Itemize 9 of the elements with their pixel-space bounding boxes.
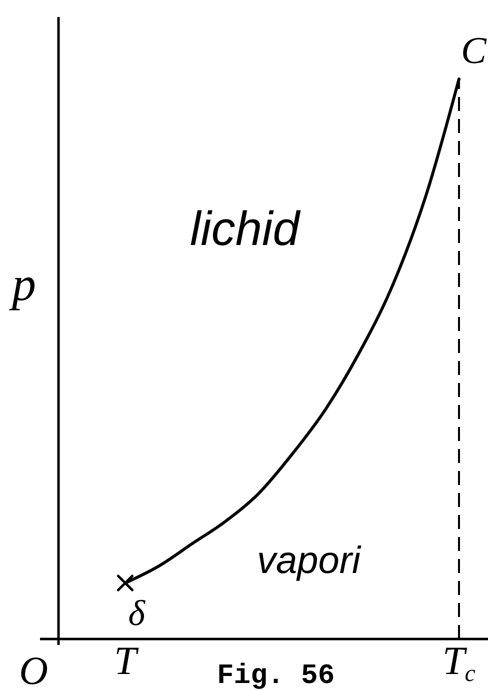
annotation: vapori bbox=[257, 540, 362, 582]
x-tick-label: T bbox=[114, 638, 140, 683]
x-tick-label: T$_{c}$ bbox=[442, 638, 476, 687]
annotation: δ bbox=[128, 593, 146, 633]
annotation: lichid bbox=[190, 203, 301, 256]
y-axis-title: p bbox=[9, 258, 36, 311]
text: O bbox=[19, 648, 48, 691]
caption: Fig. 56 bbox=[217, 661, 335, 691]
annotation: C bbox=[461, 30, 487, 72]
